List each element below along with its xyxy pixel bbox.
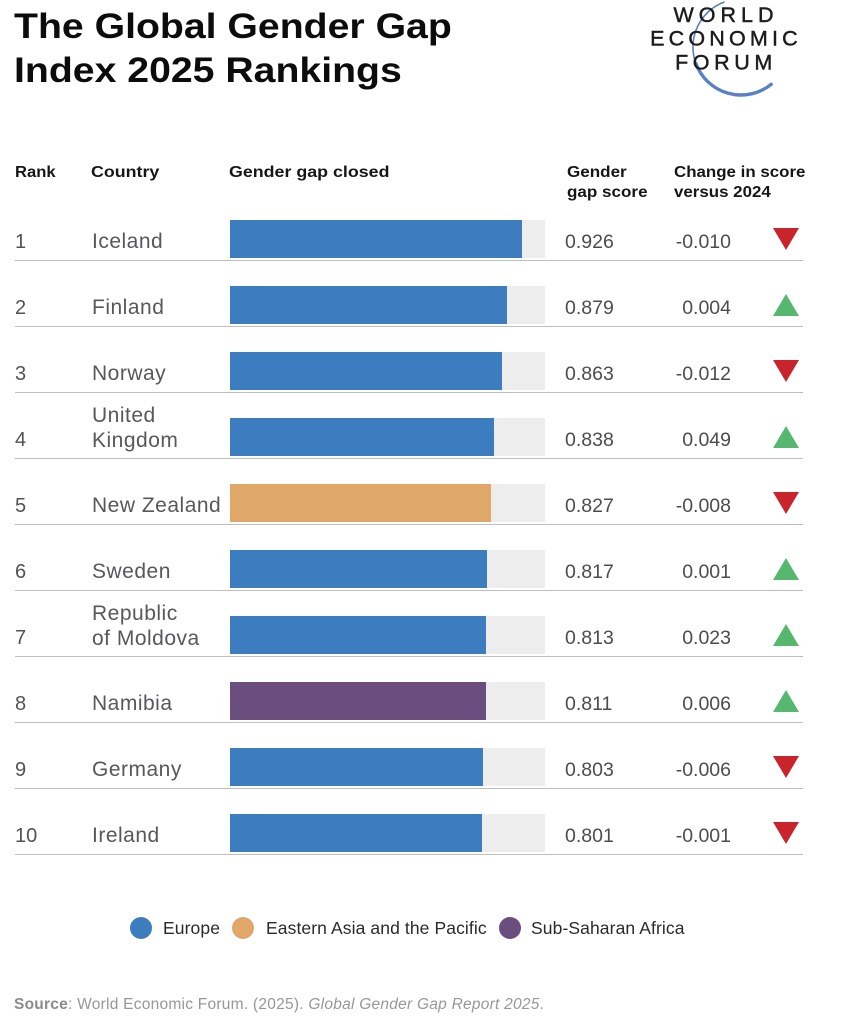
svg-text:FORUM: FORUM <box>675 50 777 74</box>
svg-text:WORLD: WORLD <box>673 3 778 27</box>
svg-text:ECONOMIC: ECONOMIC <box>650 27 802 51</box>
